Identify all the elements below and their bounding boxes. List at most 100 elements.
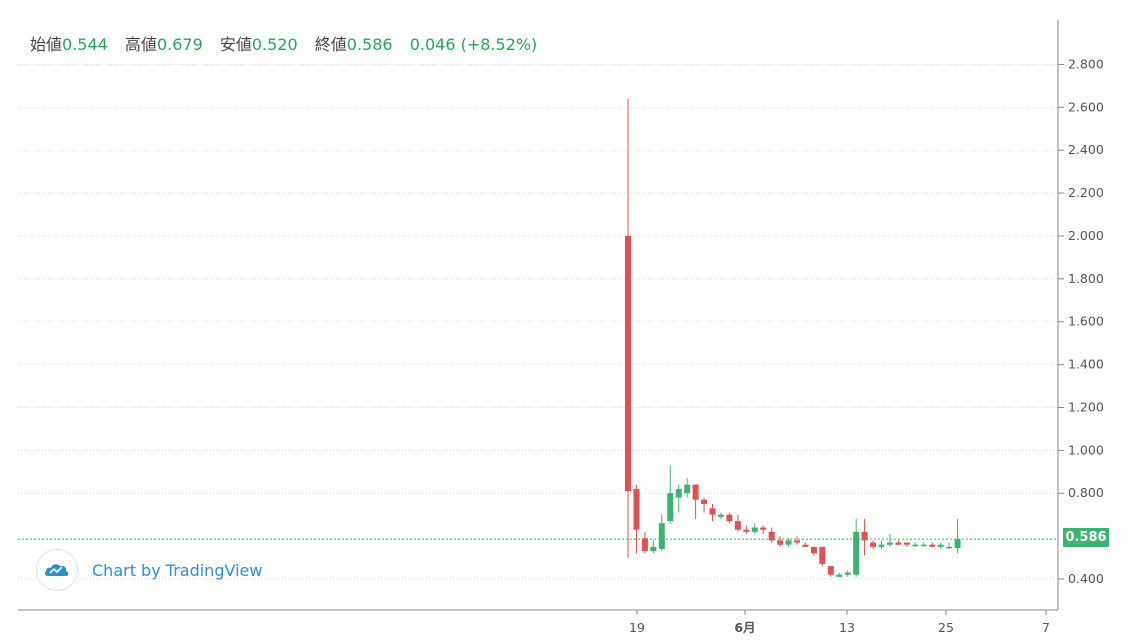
candle-body: [641, 538, 648, 552]
candle-body: [954, 539, 961, 549]
axes: [18, 20, 1059, 611]
y-tick-label: 1.000: [1068, 442, 1104, 457]
y-tick-label: 0.400: [1068, 571, 1104, 586]
candle: [903, 542, 910, 547]
candle-body: [717, 514, 724, 517]
y-tick-label: 0.800: [1068, 485, 1104, 500]
candle: [658, 514, 665, 552]
candle-body: [760, 527, 767, 530]
candle-body: [946, 546, 953, 549]
candles: [625, 98, 961, 577]
candle-body: [836, 574, 843, 577]
candle-body: [701, 499, 708, 504]
candle-body: [929, 544, 936, 547]
candle: [920, 542, 927, 547]
candle: [650, 540, 657, 554]
candle: [633, 484, 640, 554]
y-tick-label: 1.400: [1068, 357, 1104, 372]
candle-body: [785, 540, 792, 545]
candle-body: [734, 521, 741, 530]
y-tick-label: 2.800: [1068, 56, 1104, 71]
candle: [946, 542, 953, 549]
y-tick-label: 1.800: [1068, 271, 1104, 286]
candle-body: [861, 531, 868, 541]
candle-body: [878, 544, 885, 547]
high-label: 高値: [124, 35, 157, 54]
candle-body: [886, 542, 893, 545]
candle: [878, 540, 885, 549]
candle-body: [768, 531, 775, 541]
y-tick-label: 1.200: [1068, 399, 1104, 414]
candle: [802, 542, 809, 547]
candle-body: [937, 544, 944, 547]
candle-body: [726, 514, 733, 522]
candle: [836, 572, 843, 577]
y-tick-label: 2.400: [1068, 142, 1104, 157]
tradingview-cloud-icon: [36, 549, 78, 591]
high-value: 0.679: [156, 35, 203, 54]
candle: [709, 503, 716, 522]
candle: [760, 525, 767, 534]
ohlc-legend: 始値0.544 高値0.679 安値0.520 終値0.586 0.046 (+…: [30, 31, 549, 55]
candle: [726, 512, 733, 524]
candle: [684, 478, 691, 498]
x-tick-label: 25: [938, 620, 954, 635]
candle-body: [810, 546, 817, 554]
candle-body: [658, 523, 665, 549]
candle-body: [709, 508, 716, 515]
open-value: 0.544: [62, 35, 108, 54]
candle: [667, 465, 674, 524]
candle-body: [920, 544, 927, 547]
candle-body: [903, 542, 910, 545]
y-tick-label: 2.600: [1068, 99, 1104, 114]
open-label: 始値: [30, 35, 63, 54]
y-tick-label: 1.600: [1068, 314, 1104, 329]
candle: [861, 518, 868, 556]
close-value: 0.586: [346, 35, 393, 54]
candle: [625, 98, 631, 558]
candle: [844, 570, 851, 577]
candle: [751, 523, 758, 534]
last-price-badge: 0.586: [1063, 528, 1109, 547]
y-tick-label: 2.200: [1068, 185, 1104, 200]
tradingview-branding[interactable]: Chart by TradingView: [36, 549, 262, 591]
candle: [641, 531, 648, 554]
candle-body: [777, 540, 784, 545]
brand-text: Chart by TradingView: [92, 560, 263, 580]
candle: [827, 566, 834, 577]
candle-body: [853, 531, 860, 575]
candle: [929, 542, 936, 547]
y-axis-ticks: 2.800 2.600 2.400 2.200 2.000 1.800 1.600 1.400…: [1058, 56, 1104, 586]
candle-body: [912, 544, 919, 547]
candle: [743, 525, 750, 534]
candle: [870, 540, 877, 549]
candle-body: [684, 484, 691, 494]
candle: [895, 540, 902, 545]
candle-body: [895, 542, 902, 545]
x-tick-label: 7: [1042, 620, 1050, 635]
candle-body: [844, 572, 851, 575]
candle-body: [751, 527, 758, 532]
candle: [777, 536, 784, 547]
low-value: 0.520: [251, 35, 298, 54]
change-value: 0.046 (+8.52%): [409, 35, 538, 54]
candle-body: [802, 544, 809, 547]
candle: [734, 514, 741, 532]
candle-body: [667, 493, 674, 522]
candle-body: [794, 540, 800, 543]
candle: [810, 546, 817, 556]
close-label: 終値: [314, 35, 347, 54]
x-tick-label: 13: [839, 620, 855, 635]
candle: [886, 533, 893, 547]
candle: [675, 484, 682, 513]
candle-body: [675, 488, 682, 498]
y-tick-label: 2.000: [1068, 228, 1104, 243]
candle-body: [692, 484, 699, 500]
candle: [954, 519, 961, 554]
candle: [853, 518, 860, 577]
candle: [692, 484, 699, 519]
candle: [937, 542, 944, 549]
low-label: 安値: [219, 35, 252, 54]
candle: [794, 536, 800, 545]
